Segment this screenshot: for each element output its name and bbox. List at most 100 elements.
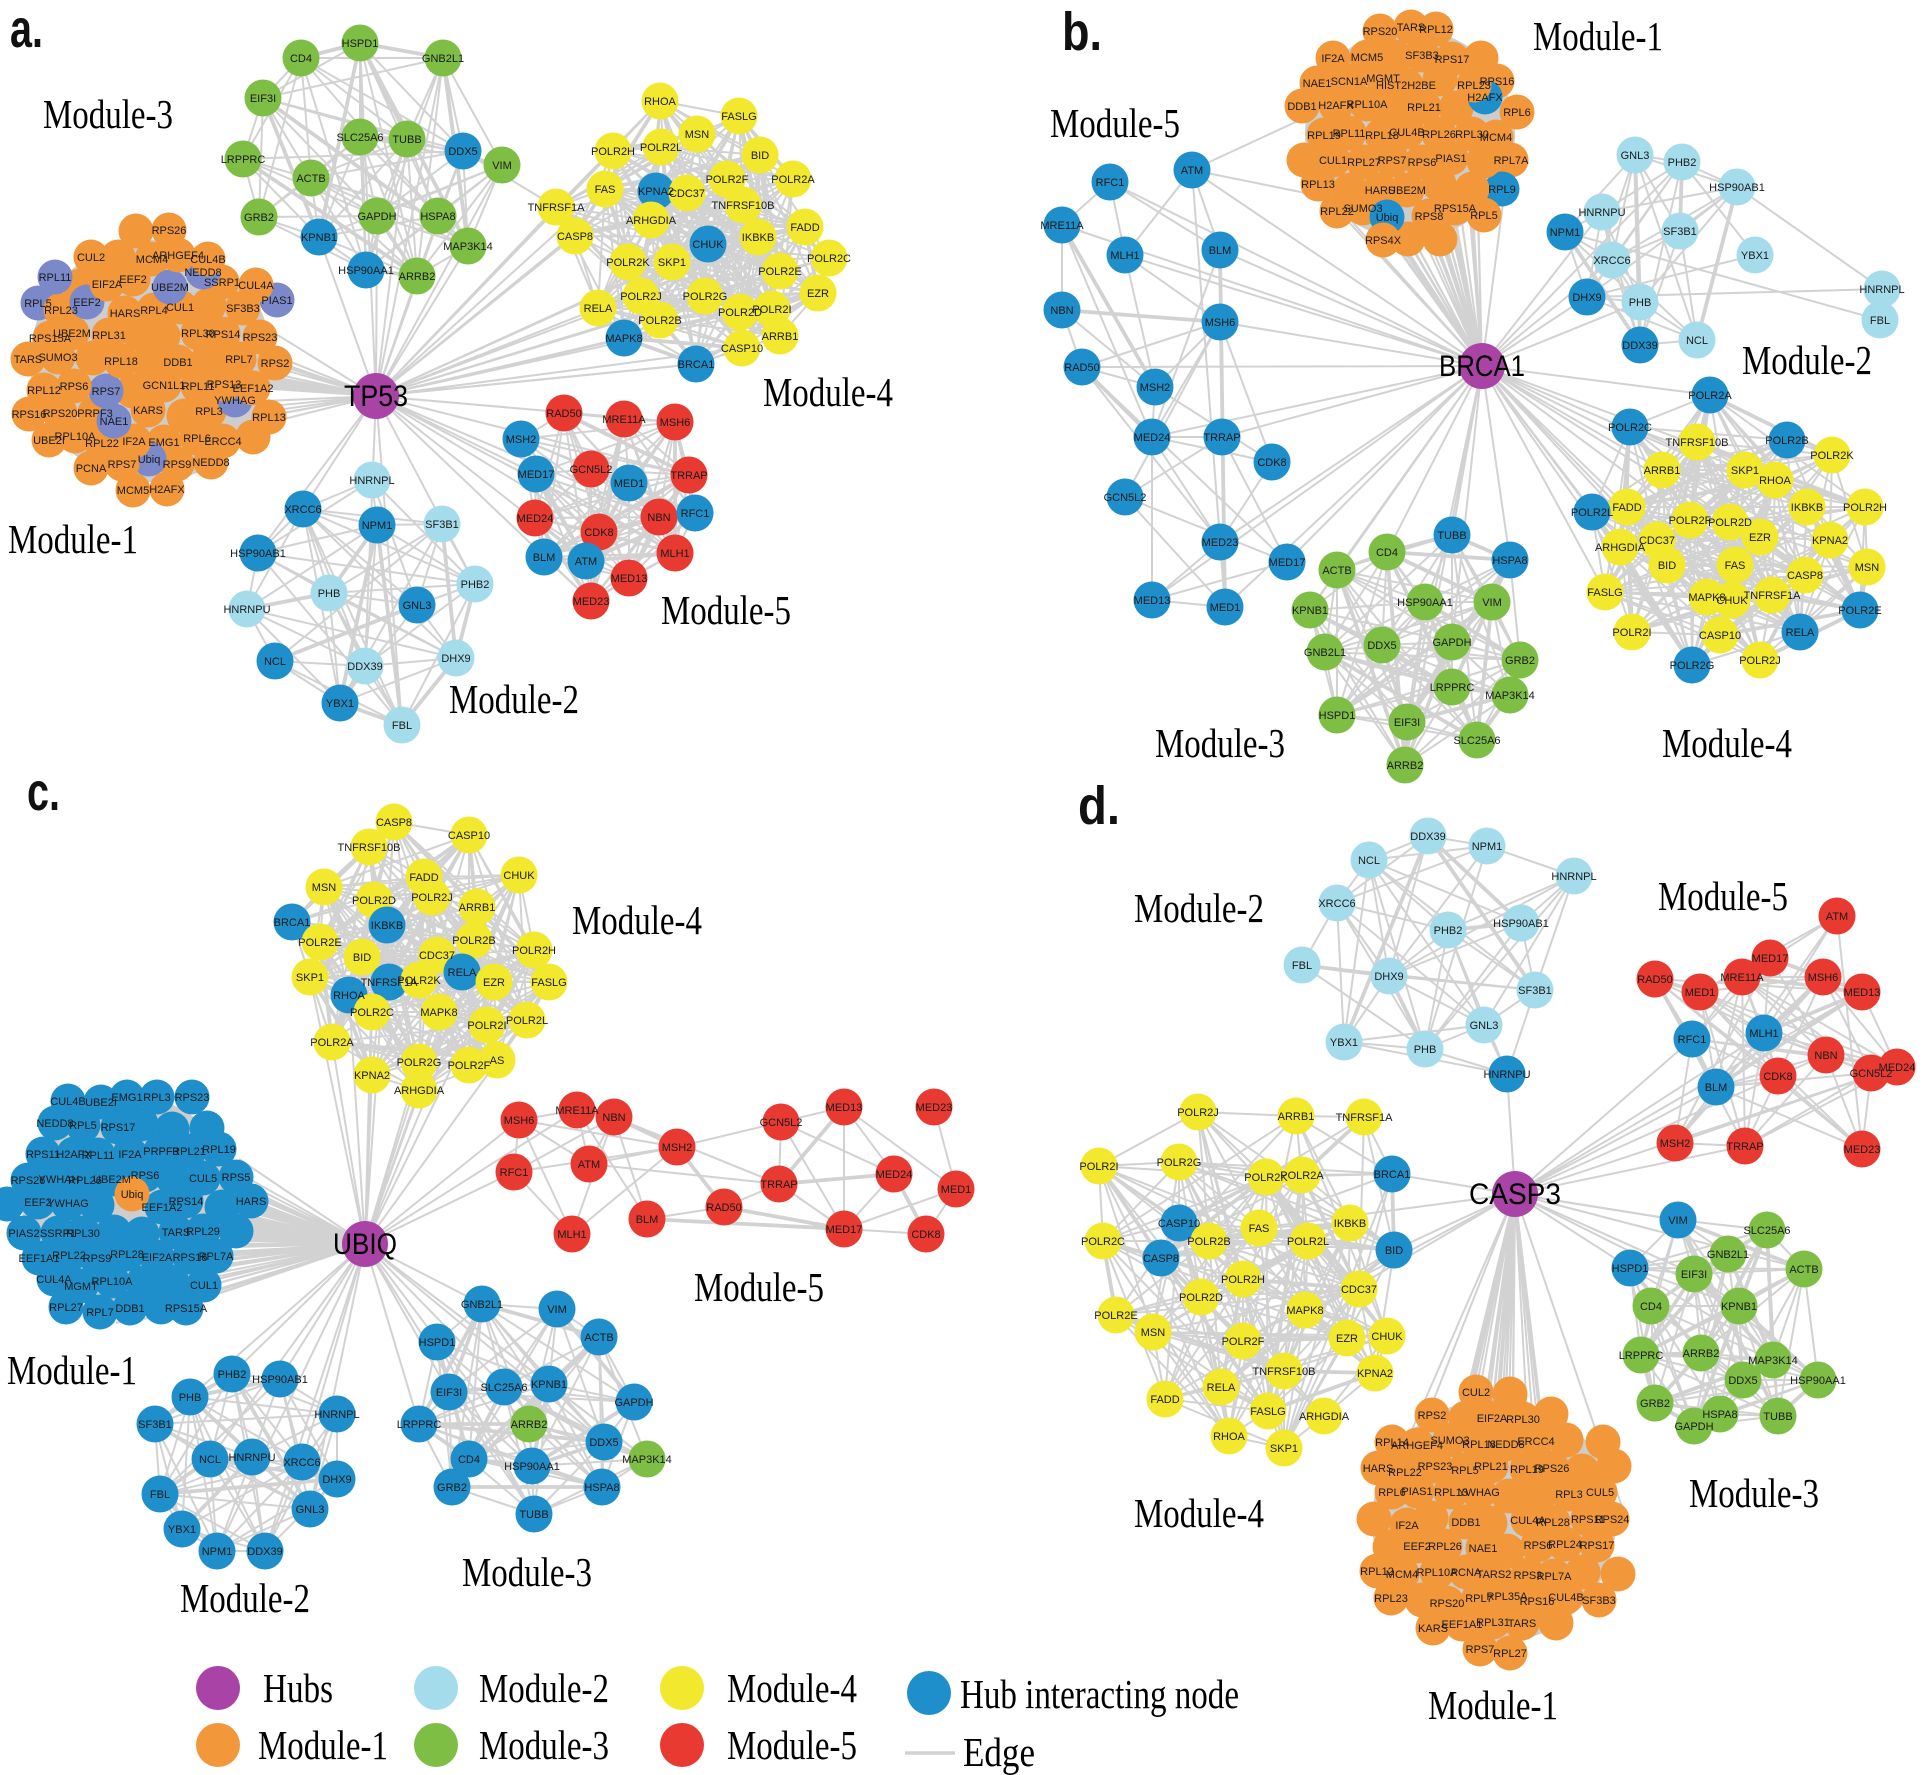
svg-text:POLR2B: POLR2B: [452, 935, 495, 947]
svg-text:RELA: RELA: [448, 967, 477, 979]
svg-text:POLR2L: POLR2L: [1571, 507, 1613, 519]
svg-text:ARHGEF4: ARHGEF4: [152, 250, 204, 262]
svg-text:MAPK8: MAPK8: [1688, 592, 1725, 604]
svg-text:CDC37: CDC37: [1341, 1284, 1377, 1296]
svg-text:POLR2A: POLR2A: [1280, 1170, 1324, 1182]
svg-text:RPL11: RPL11: [39, 272, 72, 284]
svg-text:IKBKB: IKBKB: [371, 920, 403, 932]
svg-text:CUL1: CUL1: [190, 1280, 218, 1292]
svg-text:Module-1: Module-1: [1428, 1682, 1558, 1728]
svg-text:FASLG: FASLG: [1250, 1406, 1285, 1418]
svg-text:POLR2K: POLR2K: [397, 975, 441, 987]
svg-text:ATM: ATM: [1826, 911, 1848, 923]
svg-text:HNRNPL: HNRNPL: [314, 1409, 359, 1421]
svg-text:SF3B1: SF3B1: [138, 1419, 172, 1431]
svg-text:BRCA1: BRCA1: [1374, 1169, 1411, 1181]
svg-text:HIST2H2BE: HIST2H2BE: [1376, 80, 1436, 92]
svg-text:RPL31: RPL31: [1476, 1617, 1510, 1629]
svg-text:MLH1: MLH1: [1110, 250, 1139, 262]
svg-text:RPL26: RPL26: [68, 1175, 102, 1187]
svg-text:RFC1: RFC1: [1678, 1034, 1707, 1046]
svg-text:PHB2: PHB2: [461, 579, 490, 591]
svg-text:XRCC6: XRCC6: [283, 1457, 320, 1469]
svg-text:MED13: MED13: [826, 1102, 863, 1114]
svg-text:Hubs: Hubs: [263, 1665, 333, 1711]
svg-text:GAPDH: GAPDH: [1674, 1421, 1713, 1433]
svg-text:Module-2: Module-2: [449, 676, 579, 722]
svg-text:RPS6: RPS6: [131, 1170, 160, 1182]
svg-text:EIF3I: EIF3I: [436, 1387, 462, 1399]
svg-text:CASP8: CASP8: [557, 231, 593, 243]
svg-text:EZR: EZR: [483, 977, 505, 989]
svg-text:RPL5: RPL5: [1451, 1465, 1479, 1477]
svg-text:AS: AS: [490, 1055, 505, 1067]
svg-text:MED1: MED1: [1685, 987, 1716, 999]
svg-text:RPL12: RPL12: [1360, 1566, 1394, 1578]
svg-text:EEF1A2: EEF1A2: [142, 1202, 183, 1214]
svg-text:RPL28: RPL28: [110, 1249, 144, 1261]
svg-text:POLR2A: POLR2A: [1688, 390, 1732, 402]
svg-text:RHOA: RHOA: [644, 96, 676, 108]
svg-text:RELA: RELA: [1207, 1382, 1236, 1394]
svg-text:MLH1: MLH1: [1749, 1028, 1778, 1040]
svg-text:CASP10: CASP10: [721, 343, 763, 355]
svg-text:DDX5: DDX5: [448, 146, 477, 158]
svg-text:CDC37: CDC37: [669, 188, 705, 200]
svg-text:EMG1: EMG1: [111, 1092, 142, 1104]
svg-text:NAE1: NAE1: [1469, 1543, 1498, 1555]
svg-text:KPNB1: KPNB1: [531, 1379, 567, 1391]
svg-text:MED23: MED23: [916, 1102, 953, 1114]
svg-text:d.: d.: [1078, 776, 1120, 836]
svg-text:ARRB2: ARRB2: [1683, 1348, 1720, 1360]
svg-text:HNRNPU: HNRNPU: [223, 604, 270, 616]
svg-text:GNL3: GNL3: [1470, 1020, 1499, 1032]
svg-text:RPL7: RPL7: [86, 1307, 114, 1319]
svg-text:NPM1: NPM1: [1472, 841, 1503, 853]
svg-text:TRRAP: TRRAP: [760, 1179, 797, 1191]
svg-text:POLR2C: POLR2C: [350, 1007, 394, 1019]
svg-text:RPS26: RPS26: [152, 225, 187, 237]
svg-text:BLM: BLM: [1209, 245, 1232, 257]
svg-text:DDB1: DDB1: [1451, 1517, 1480, 1529]
svg-text:RFC1: RFC1: [1096, 177, 1125, 189]
svg-text:RPS17: RPS17: [1435, 54, 1470, 66]
svg-text:CUL1: CUL1: [166, 302, 194, 314]
svg-text:RPL13: RPL13: [1301, 179, 1335, 191]
svg-text:DHX9: DHX9: [1572, 292, 1601, 304]
svg-text:MSH6: MSH6: [1808, 972, 1839, 984]
svg-text:SSRP1: SSRP1: [204, 277, 240, 289]
svg-text:SKP1: SKP1: [1270, 1443, 1298, 1455]
svg-text:CASP10: CASP10: [1158, 1218, 1200, 1230]
svg-text:MSH6: MSH6: [504, 1115, 535, 1127]
svg-text:TNFRSF10B: TNFRSF10B: [1666, 437, 1729, 449]
svg-text:PCNA: PCNA: [76, 463, 107, 475]
svg-text:UBIQ: UBIQ: [333, 1228, 397, 1261]
svg-text:GNB2L1: GNB2L1: [1304, 647, 1346, 659]
svg-text:MED24: MED24: [1879, 1062, 1916, 1074]
svg-text:MED24: MED24: [517, 513, 554, 525]
svg-text:POLR2E: POLR2E: [758, 266, 801, 278]
svg-text:CASP8: CASP8: [1143, 1253, 1179, 1265]
svg-text:MCM5: MCM5: [1351, 52, 1383, 64]
svg-text:NBN: NBN: [647, 512, 670, 524]
svg-text:H2AFX: H2AFX: [1467, 92, 1503, 104]
svg-text:CUL4B: CUL4B: [50, 1096, 85, 1108]
svg-text:EZR: EZR: [1336, 1333, 1358, 1345]
svg-text:DHX9: DHX9: [1374, 971, 1403, 983]
svg-text:CHUK: CHUK: [503, 870, 535, 882]
svg-text:FADD: FADD: [790, 222, 819, 234]
svg-text:RPL18: RPL18: [104, 356, 138, 368]
svg-text:GCN5L2: GCN5L2: [760, 1117, 803, 1129]
svg-text:MLH1: MLH1: [660, 548, 689, 560]
svg-text:MAPK8: MAPK8: [1286, 1305, 1323, 1317]
svg-text:RPL22: RPL22: [1320, 206, 1354, 218]
svg-text:CUL4A: CUL4A: [36, 1274, 72, 1286]
svg-text:POLR2C: POLR2C: [1081, 1236, 1125, 1248]
svg-text:FBL: FBL: [150, 1489, 170, 1501]
svg-text:MED24: MED24: [1134, 432, 1171, 444]
svg-text:SSRP1: SSRP1: [40, 1228, 76, 1240]
svg-text:RPS15A: RPS15A: [165, 1303, 208, 1315]
svg-text:DDB1: DDB1: [115, 1303, 144, 1315]
svg-text:RPL22: RPL22: [1388, 1467, 1422, 1479]
svg-text:POLR2F: POLR2F: [1222, 1336, 1265, 1348]
